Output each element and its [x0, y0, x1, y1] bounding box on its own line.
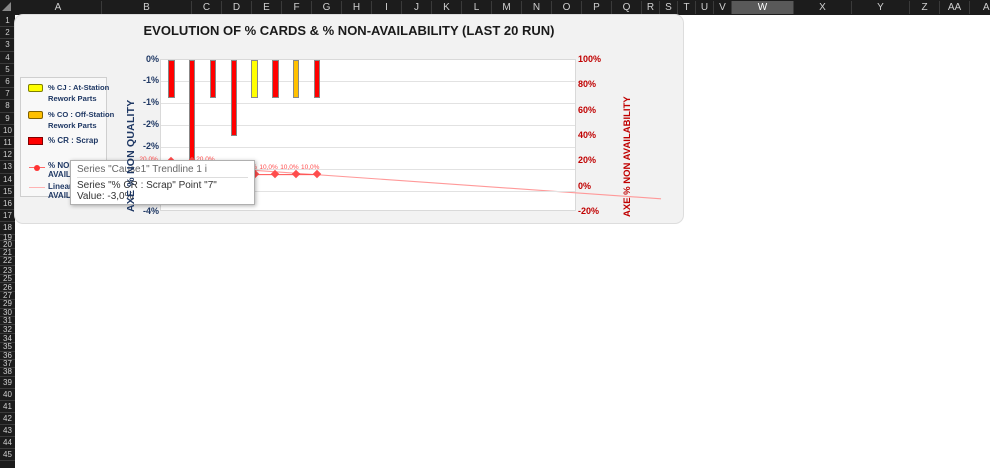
svg-text:AXE % NON AVAILABILITY: AXE % NON AVAILABILITY: [622, 96, 633, 217]
svg-text:AXE % NON QUALITY: AXE % NON QUALITY: [125, 100, 137, 213]
